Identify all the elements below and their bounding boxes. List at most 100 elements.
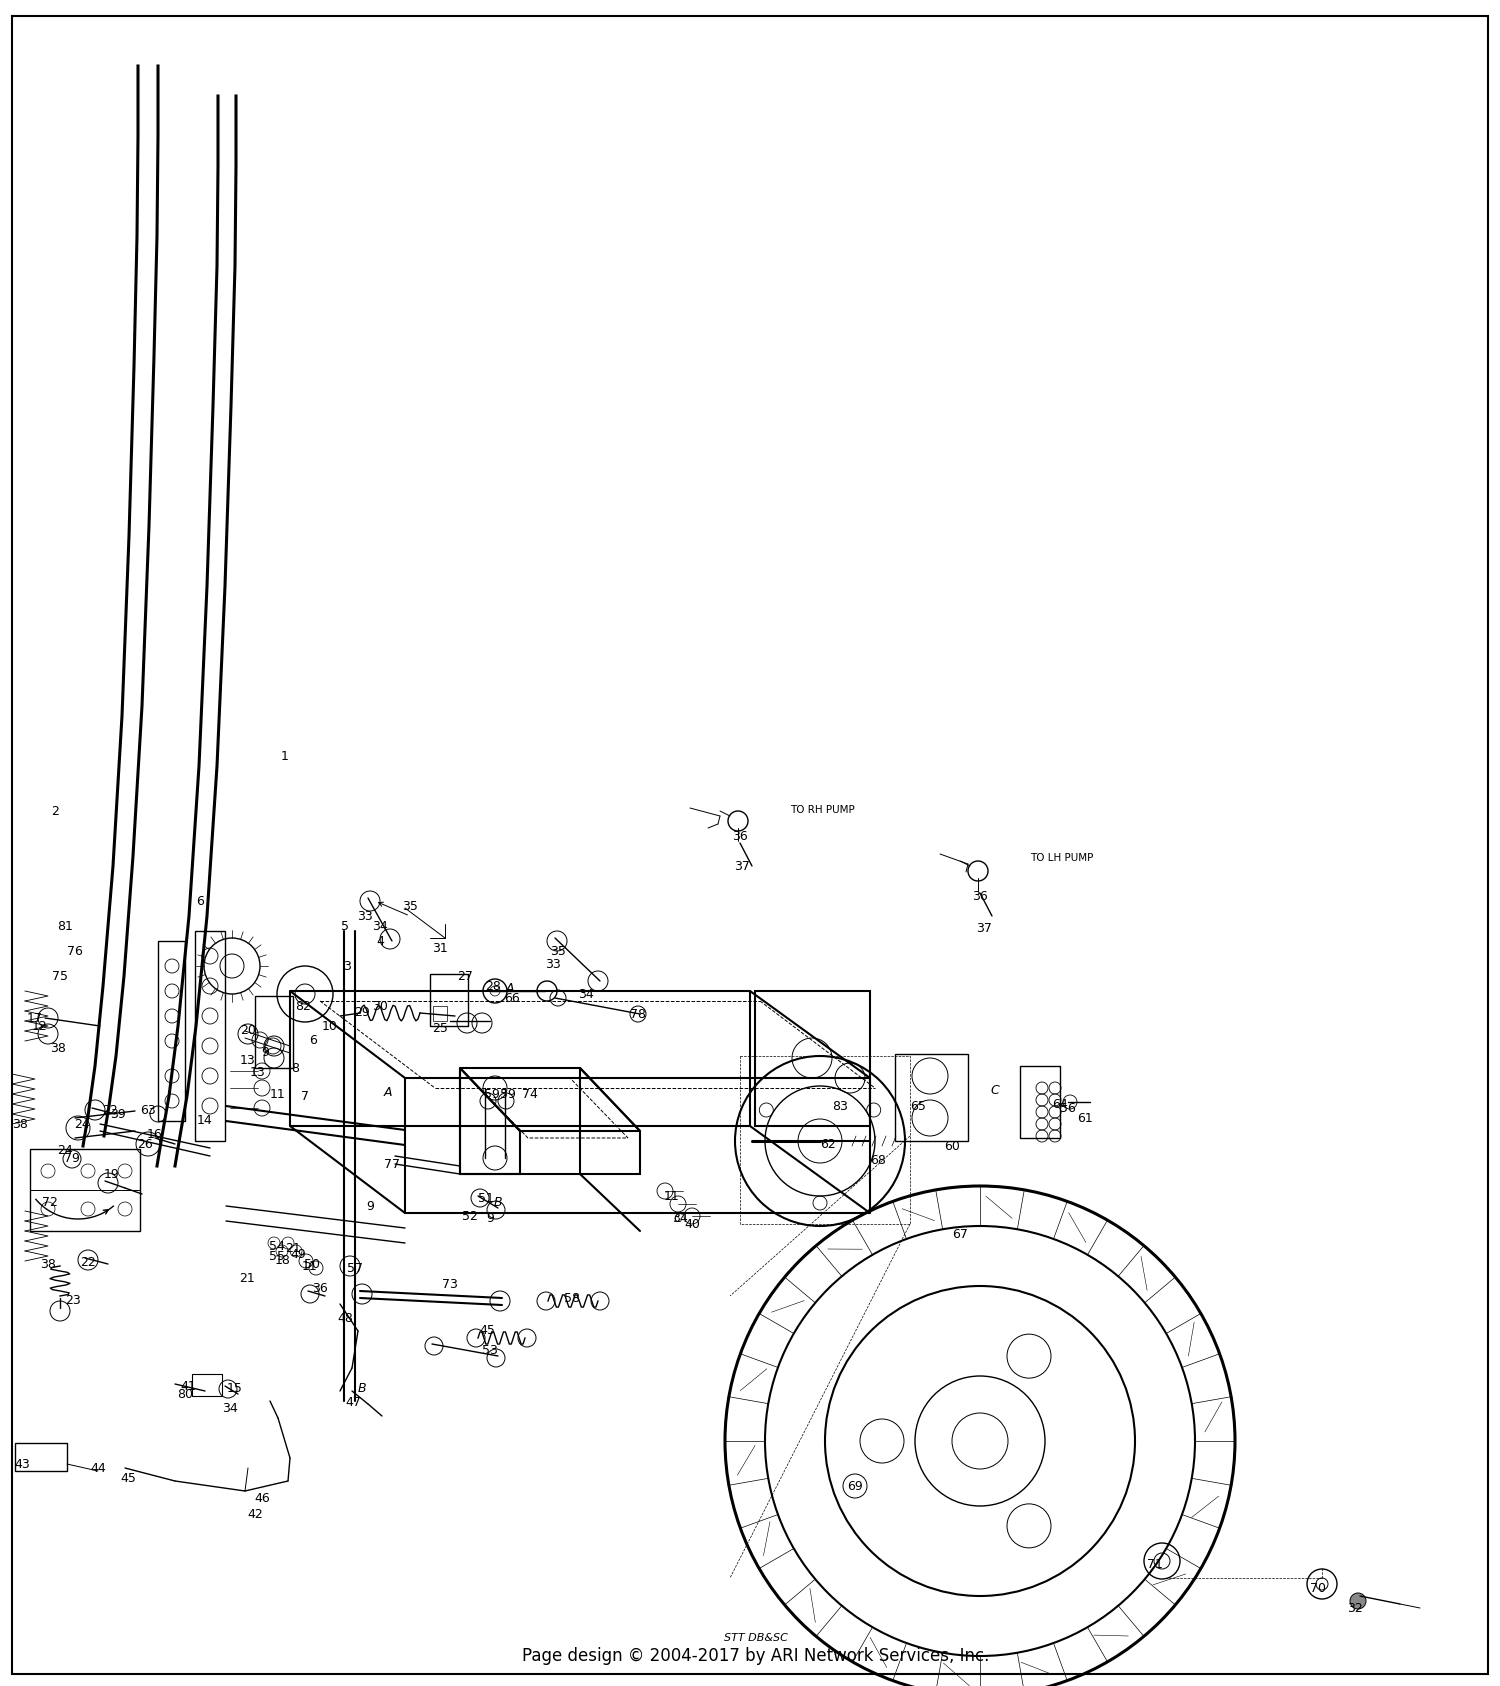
Text: 62: 62	[821, 1138, 836, 1150]
Text: B: B	[494, 1195, 502, 1209]
Text: 6: 6	[196, 895, 204, 907]
Text: 61: 61	[1077, 1111, 1094, 1125]
Text: 70: 70	[1310, 1581, 1326, 1595]
Text: 59: 59	[500, 1087, 516, 1101]
Text: 1: 1	[280, 750, 290, 762]
Text: 18: 18	[274, 1254, 291, 1268]
Text: 47: 47	[345, 1396, 362, 1409]
Text: 36: 36	[312, 1281, 328, 1295]
Text: 50: 50	[304, 1258, 320, 1271]
Text: 63: 63	[140, 1104, 156, 1118]
Text: 39: 39	[110, 1108, 126, 1121]
Text: 25: 25	[432, 1022, 448, 1035]
Text: 22: 22	[102, 1104, 118, 1118]
Text: 75: 75	[53, 969, 68, 983]
Text: 54: 54	[268, 1239, 285, 1253]
Text: 9: 9	[261, 1047, 268, 1059]
Text: 46: 46	[254, 1492, 270, 1504]
Text: Page design © 2004-2017 by ARI Network Services, Inc.: Page design © 2004-2017 by ARI Network S…	[522, 1647, 990, 1666]
Text: 2: 2	[51, 804, 58, 818]
Text: 35: 35	[402, 900, 418, 912]
Text: 4: 4	[376, 934, 384, 948]
Text: 33: 33	[357, 909, 374, 922]
Text: 7: 7	[302, 1089, 309, 1103]
Text: 11: 11	[270, 1087, 286, 1101]
Text: 28: 28	[484, 980, 501, 993]
Bar	[192, 1374, 222, 1396]
Text: 13: 13	[240, 1054, 256, 1067]
Text: 34: 34	[578, 988, 594, 1000]
Text: 44: 44	[90, 1462, 106, 1475]
Text: 67: 67	[952, 1227, 968, 1241]
Text: 10: 10	[322, 1020, 338, 1032]
Text: C: C	[990, 1084, 999, 1098]
Text: 30: 30	[372, 1000, 388, 1013]
Text: 9: 9	[366, 1199, 374, 1212]
Text: 24: 24	[74, 1118, 90, 1131]
Text: 38: 38	[50, 1042, 66, 1054]
Text: 16: 16	[147, 1128, 164, 1140]
Text: 13: 13	[251, 1066, 266, 1079]
Text: 80: 80	[177, 1388, 194, 1401]
Text: 14: 14	[196, 1114, 213, 1128]
Text: 71: 71	[1148, 1558, 1162, 1570]
Text: 5: 5	[340, 919, 350, 932]
Text: 48: 48	[338, 1312, 352, 1325]
Text: 49: 49	[290, 1248, 306, 1261]
Circle shape	[1350, 1593, 1366, 1608]
Text: 77: 77	[384, 1158, 400, 1170]
Text: 8: 8	[291, 1062, 298, 1076]
Text: TO RH PUMP: TO RH PUMP	[790, 804, 855, 814]
Text: 60: 60	[944, 1140, 960, 1153]
Text: A: A	[384, 1086, 393, 1099]
Text: TO LH PUMP: TO LH PUMP	[1030, 853, 1094, 863]
Text: 9: 9	[486, 1212, 494, 1224]
Text: 23: 23	[64, 1295, 81, 1308]
Text: 37: 37	[734, 860, 750, 872]
Text: 32: 32	[1347, 1602, 1364, 1615]
Bar	[430, 975, 468, 1027]
Text: 69: 69	[847, 1480, 862, 1492]
Bar	[15, 1443, 68, 1470]
Text: 29: 29	[354, 1005, 370, 1018]
Text: 17: 17	[27, 1012, 44, 1025]
Text: 65: 65	[910, 1099, 926, 1113]
Text: 41: 41	[180, 1381, 196, 1394]
Text: 6: 6	[309, 1035, 316, 1047]
Text: 21: 21	[285, 1241, 302, 1254]
Text: 59: 59	[484, 1087, 500, 1101]
Text: 66: 66	[504, 991, 520, 1005]
Text: 57: 57	[346, 1261, 363, 1275]
Text: 20: 20	[240, 1023, 256, 1037]
Text: 45: 45	[120, 1472, 136, 1484]
Text: C: C	[674, 1212, 682, 1224]
Text: 45: 45	[478, 1324, 495, 1337]
Text: 82: 82	[296, 1000, 310, 1013]
Text: 64: 64	[1052, 1098, 1068, 1111]
Text: 40: 40	[684, 1217, 700, 1231]
Text: 34: 34	[222, 1401, 238, 1415]
Text: 56: 56	[1060, 1101, 1076, 1114]
Text: 34: 34	[372, 919, 388, 932]
Text: 34: 34	[672, 1212, 688, 1224]
Text: 83: 83	[833, 1099, 848, 1113]
Text: 33: 33	[544, 958, 561, 971]
Text: 3: 3	[344, 959, 351, 973]
Text: 68: 68	[870, 1155, 886, 1167]
Text: 79: 79	[64, 1153, 80, 1165]
Text: 11: 11	[302, 1259, 318, 1273]
Text: B: B	[357, 1381, 366, 1394]
Text: 35: 35	[550, 944, 566, 958]
Text: 42: 42	[248, 1507, 262, 1521]
Text: 22: 22	[80, 1256, 96, 1270]
Text: 11: 11	[664, 1190, 680, 1202]
Text: 74: 74	[522, 1087, 538, 1101]
Text: 53: 53	[482, 1344, 498, 1357]
Text: 55: 55	[268, 1249, 285, 1263]
Text: 52: 52	[462, 1209, 478, 1222]
Text: 26: 26	[136, 1138, 153, 1150]
Text: 38: 38	[40, 1258, 56, 1271]
Text: 21: 21	[238, 1273, 255, 1285]
Text: A: A	[506, 981, 515, 995]
Bar	[30, 1148, 140, 1231]
